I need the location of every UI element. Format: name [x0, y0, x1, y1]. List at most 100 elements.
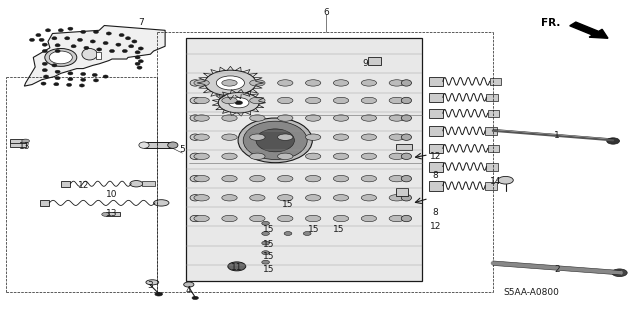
Text: 15: 15 — [263, 225, 275, 234]
Text: 15: 15 — [263, 265, 275, 274]
Ellipse shape — [401, 134, 412, 140]
Ellipse shape — [333, 195, 349, 201]
Text: 2: 2 — [554, 265, 559, 274]
Ellipse shape — [194, 195, 209, 201]
Ellipse shape — [401, 80, 412, 86]
Ellipse shape — [361, 195, 376, 201]
Text: S5AA-A0800: S5AA-A0800 — [503, 288, 559, 297]
Ellipse shape — [401, 195, 412, 201]
Text: 15: 15 — [282, 200, 294, 209]
Ellipse shape — [278, 134, 293, 140]
Text: 7: 7 — [138, 18, 143, 27]
Ellipse shape — [262, 260, 269, 264]
Bar — [10, 139, 26, 143]
Text: 15: 15 — [263, 240, 275, 249]
Polygon shape — [24, 26, 165, 86]
Bar — [429, 144, 443, 153]
Ellipse shape — [498, 176, 513, 184]
Ellipse shape — [45, 48, 77, 66]
Ellipse shape — [119, 33, 124, 37]
Ellipse shape — [305, 134, 321, 140]
Ellipse shape — [39, 38, 44, 41]
Bar — [368, 57, 381, 65]
Ellipse shape — [41, 82, 46, 85]
Ellipse shape — [58, 29, 63, 32]
Ellipse shape — [278, 115, 293, 121]
Ellipse shape — [130, 181, 143, 187]
Bar — [486, 163, 498, 171]
Ellipse shape — [250, 80, 265, 86]
Ellipse shape — [155, 292, 163, 296]
Ellipse shape — [303, 232, 311, 235]
Ellipse shape — [82, 48, 97, 60]
Ellipse shape — [389, 195, 404, 201]
Text: 12: 12 — [429, 152, 441, 161]
Ellipse shape — [97, 48, 102, 51]
Ellipse shape — [361, 115, 376, 121]
Ellipse shape — [228, 262, 246, 271]
Ellipse shape — [81, 30, 86, 33]
Ellipse shape — [305, 153, 321, 160]
Ellipse shape — [42, 43, 47, 46]
Ellipse shape — [284, 232, 292, 235]
Ellipse shape — [238, 118, 312, 163]
Ellipse shape — [401, 215, 412, 222]
Ellipse shape — [278, 80, 293, 86]
Bar — [488, 145, 499, 152]
Text: 15: 15 — [263, 252, 275, 261]
Ellipse shape — [228, 98, 249, 108]
Ellipse shape — [190, 195, 200, 201]
Ellipse shape — [194, 153, 209, 160]
Ellipse shape — [333, 80, 349, 86]
Text: 4: 4 — [186, 286, 191, 295]
Ellipse shape — [235, 101, 243, 105]
Ellipse shape — [278, 215, 293, 222]
Ellipse shape — [389, 115, 404, 121]
Ellipse shape — [81, 72, 86, 76]
Ellipse shape — [67, 83, 72, 86]
Ellipse shape — [36, 33, 41, 37]
Ellipse shape — [401, 153, 412, 160]
Ellipse shape — [49, 51, 72, 64]
Text: 8: 8 — [433, 171, 438, 180]
Ellipse shape — [168, 142, 178, 148]
Ellipse shape — [225, 80, 236, 85]
Ellipse shape — [137, 66, 142, 69]
Ellipse shape — [389, 153, 404, 160]
Text: 12: 12 — [77, 181, 89, 189]
Bar — [106, 212, 120, 216]
Ellipse shape — [138, 47, 143, 50]
Ellipse shape — [190, 97, 200, 104]
Ellipse shape — [389, 175, 404, 182]
Ellipse shape — [333, 175, 349, 182]
Ellipse shape — [29, 38, 35, 41]
Ellipse shape — [122, 49, 127, 53]
Ellipse shape — [194, 134, 209, 140]
Ellipse shape — [190, 215, 200, 222]
Ellipse shape — [54, 83, 59, 86]
Ellipse shape — [333, 115, 349, 121]
Ellipse shape — [361, 175, 376, 182]
Text: 1: 1 — [554, 131, 559, 140]
Ellipse shape — [333, 134, 349, 140]
Ellipse shape — [103, 41, 108, 45]
Ellipse shape — [68, 72, 73, 75]
Bar — [429, 162, 443, 172]
Ellipse shape — [135, 62, 140, 65]
Ellipse shape — [218, 93, 259, 113]
Ellipse shape — [52, 37, 57, 40]
Ellipse shape — [222, 175, 237, 182]
Ellipse shape — [42, 69, 47, 72]
Text: FR.: FR. — [541, 18, 560, 28]
Ellipse shape — [55, 49, 60, 53]
Ellipse shape — [55, 70, 60, 73]
Bar — [396, 188, 408, 196]
Ellipse shape — [132, 40, 137, 43]
Ellipse shape — [333, 215, 349, 222]
Ellipse shape — [135, 56, 140, 59]
Ellipse shape — [194, 80, 209, 86]
Ellipse shape — [262, 241, 269, 245]
Ellipse shape — [389, 97, 404, 104]
Ellipse shape — [222, 115, 237, 121]
Ellipse shape — [305, 115, 321, 121]
